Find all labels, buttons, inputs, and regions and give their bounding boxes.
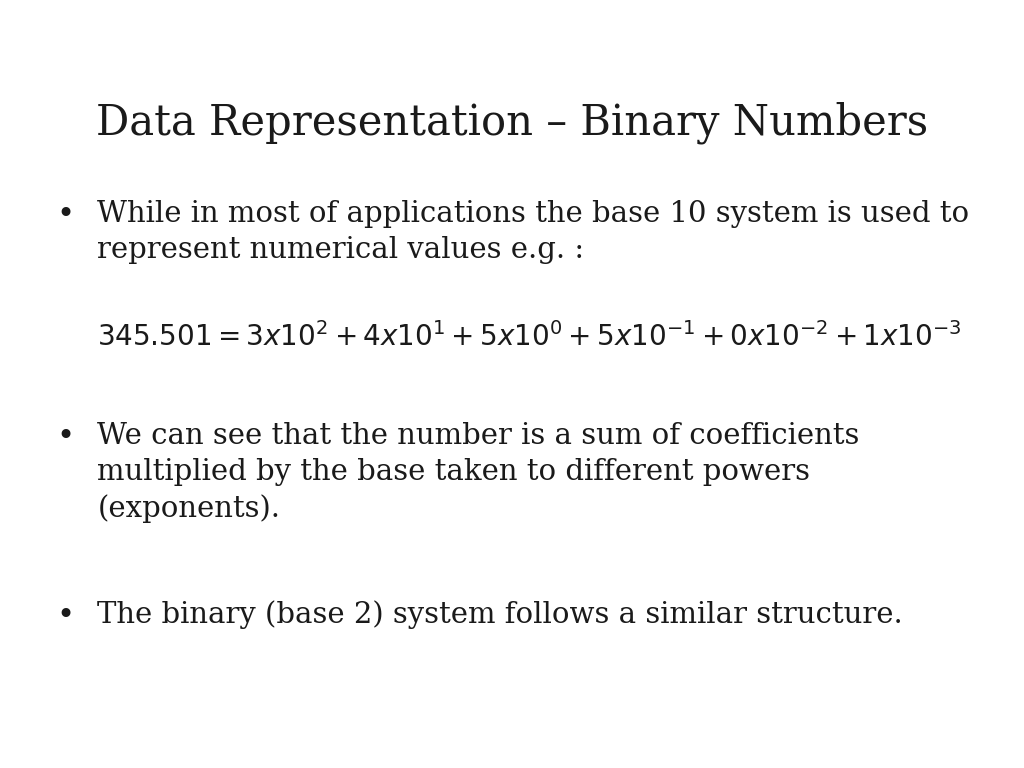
Text: •: • bbox=[56, 422, 75, 453]
Text: While in most of applications the base 10 system is used to: While in most of applications the base 1… bbox=[97, 200, 970, 227]
Text: The binary (base 2) system follows a similar structure.: The binary (base 2) system follows a sim… bbox=[97, 601, 903, 629]
Text: (exponents).: (exponents). bbox=[97, 495, 281, 523]
Text: multiplied by the base taken to different powers: multiplied by the base taken to differen… bbox=[97, 458, 810, 486]
Text: •: • bbox=[56, 601, 75, 631]
Text: represent numerical values e.g. :: represent numerical values e.g. : bbox=[97, 236, 585, 263]
Text: We can see that the number is a sum of coefficients: We can see that the number is a sum of c… bbox=[97, 422, 860, 450]
Text: •: • bbox=[56, 200, 75, 230]
Text: Data Representation – Binary Numbers: Data Representation – Binary Numbers bbox=[96, 101, 928, 144]
Text: $345.501 = 3x10^2 + 4x10^1 + 5x10^0 + 5x10^{-1} + 0x10^{-2} + 1x10^{-3}$: $345.501 = 3x10^2 + 4x10^1 + 5x10^0 + 5x… bbox=[97, 323, 962, 353]
